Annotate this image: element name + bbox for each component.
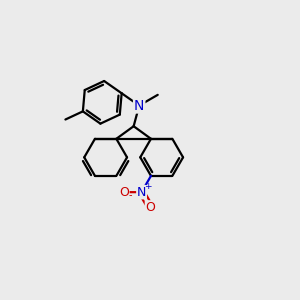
Text: N: N	[134, 99, 144, 112]
Text: -: -	[129, 190, 132, 200]
Text: +: +	[144, 182, 152, 191]
Text: N: N	[137, 186, 146, 199]
Text: O: O	[146, 201, 155, 214]
Text: O: O	[119, 186, 129, 199]
